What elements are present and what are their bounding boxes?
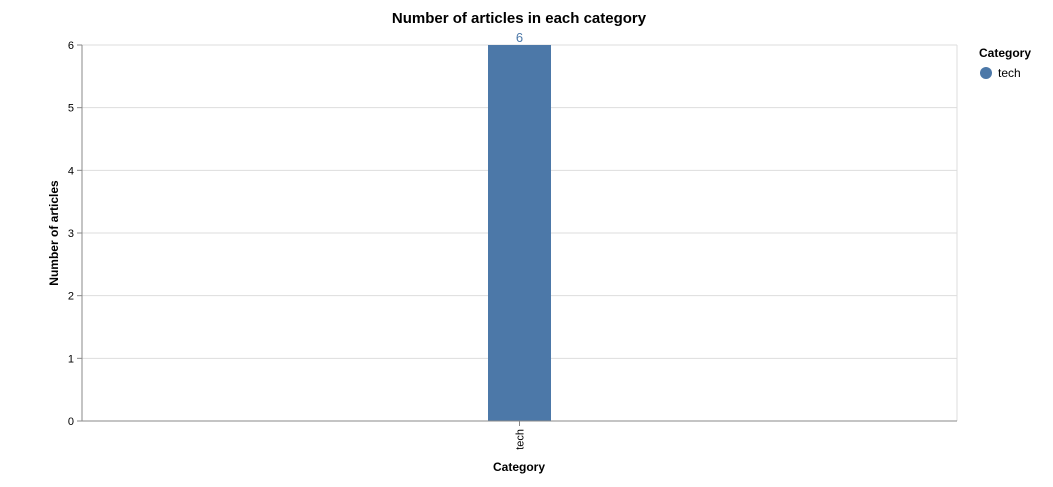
legend: Category tech [979,46,1031,80]
y-tick-label: 4 [68,165,74,177]
y-tick-label: 1 [68,353,74,365]
legend-label: tech [998,66,1021,80]
legend-symbol [980,67,992,79]
x-axis-title: Category [493,460,545,474]
axes: 0 1 2 3 4 5 6 tech [68,40,957,450]
y-tick-label: 6 [68,40,74,52]
legend-title: Category [979,46,1031,60]
x-tick-label: tech [515,429,527,450]
bars: 6 [488,30,551,421]
y-tick-label: 3 [68,228,74,240]
y-axis-title: Number of articles [47,180,61,286]
legend-entries: tech [980,66,1021,80]
chart-title: Number of articles in each category [392,10,647,27]
y-tick-label: 2 [68,291,74,303]
y-tick-label: 5 [68,103,74,115]
data-label: 6 [516,30,523,45]
bar-tech [488,45,551,421]
y-tick-label: 0 [68,416,74,428]
